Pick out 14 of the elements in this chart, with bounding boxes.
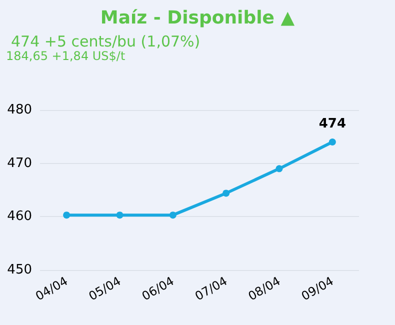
y-tick-label: 470 (7, 156, 32, 171)
chart-title: Maíz - Disponible ▲ (100, 8, 295, 28)
point (63, 212, 70, 219)
point (328, 138, 336, 146)
point (169, 212, 176, 219)
text: 184,65 +1,84 US$/t (6, 49, 126, 63)
chart-subtitle: 474 +5 cents/bu (1,07%) (11, 32, 200, 50)
data-label: 474 (318, 116, 346, 132)
y-tick-label: 480 (7, 102, 32, 118)
point (116, 212, 124, 219)
point (276, 165, 283, 172)
y-tick-label: 450 (7, 262, 32, 278)
point (222, 190, 230, 197)
y-tick-label: 460 (7, 209, 32, 224)
